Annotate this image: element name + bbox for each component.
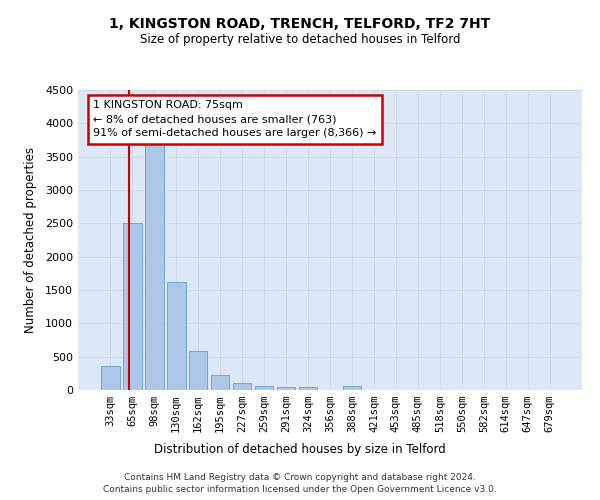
- Y-axis label: Number of detached properties: Number of detached properties: [23, 147, 37, 333]
- Bar: [167, 282, 185, 390]
- Bar: [299, 388, 317, 390]
- Bar: [145, 142, 164, 390]
- Bar: [101, 366, 119, 390]
- Bar: [343, 386, 361, 390]
- Bar: [123, 224, 142, 390]
- Bar: [211, 374, 229, 390]
- Bar: [255, 386, 274, 390]
- Bar: [277, 387, 295, 390]
- Text: 1, KINGSTON ROAD, TRENCH, TELFORD, TF2 7HT: 1, KINGSTON ROAD, TRENCH, TELFORD, TF2 7…: [109, 18, 491, 32]
- Text: Contains HM Land Registry data © Crown copyright and database right 2024.: Contains HM Land Registry data © Crown c…: [124, 472, 476, 482]
- Bar: [233, 383, 251, 390]
- Text: Contains public sector information licensed under the Open Government Licence v3: Contains public sector information licen…: [103, 485, 497, 494]
- Text: 1 KINGSTON ROAD: 75sqm
← 8% of detached houses are smaller (763)
91% of semi-det: 1 KINGSTON ROAD: 75sqm ← 8% of detached …: [93, 100, 376, 138]
- Text: Size of property relative to detached houses in Telford: Size of property relative to detached ho…: [140, 32, 460, 46]
- Text: Distribution of detached houses by size in Telford: Distribution of detached houses by size …: [154, 442, 446, 456]
- Bar: [189, 350, 208, 390]
